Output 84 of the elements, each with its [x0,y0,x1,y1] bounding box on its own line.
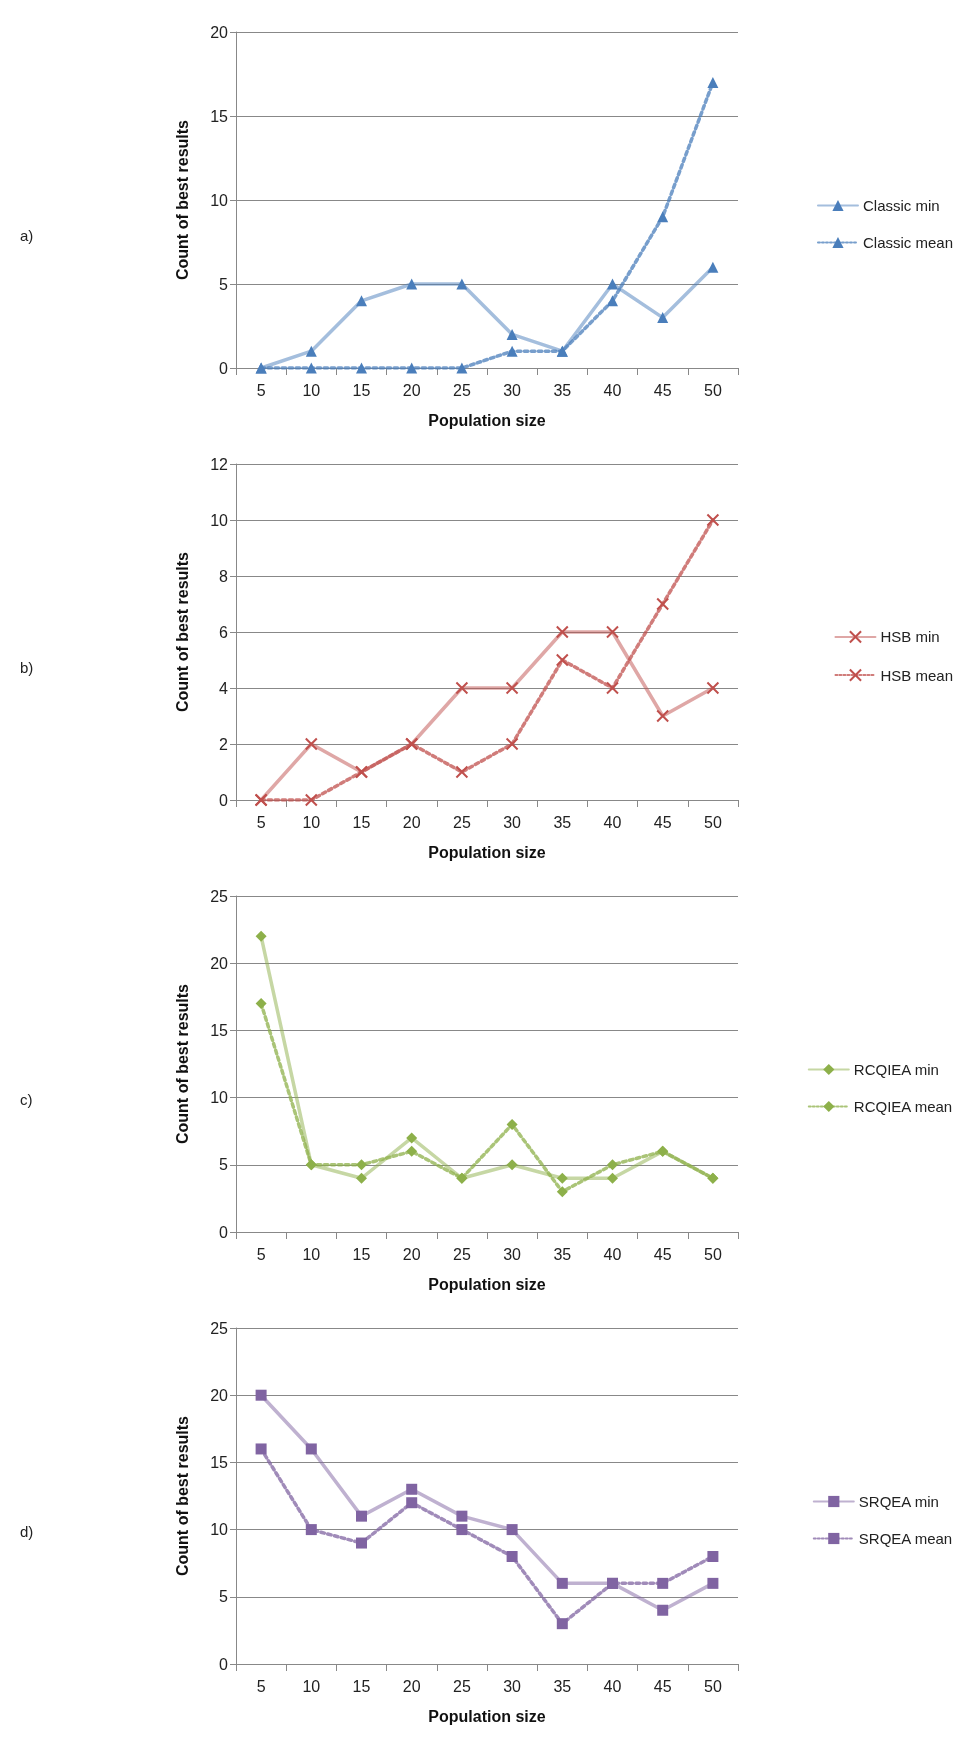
x-tick-label: 35 [553,1677,572,1695]
x-tick-label: 20 [402,381,421,399]
x-tick-label: 5 [256,1677,266,1695]
y-axis-title: Count of best results [173,119,191,281]
x-tick-label: 15 [352,381,371,399]
y-tick-label: 0 [219,791,229,809]
legend-label: RCQIEA mean [853,1098,953,1115]
x-axis-title: Population size [428,411,546,429]
x-tick-label: 30 [503,1245,522,1263]
x-tick-label: 40 [603,1245,622,1263]
x-tick-label: 15 [352,1677,371,1695]
y-tick-label: 20 [210,23,229,41]
x-tick-label: 25 [453,381,471,399]
y-axis-title: Count of best results [173,1415,191,1577]
text: b) [20,659,34,676]
x-tick-label: 15 [352,1245,371,1263]
y-tick-label: 2 [219,735,229,753]
x-tick-label: 45 [653,813,672,831]
text: c) [20,1091,33,1108]
x-tick-label: 35 [553,813,572,831]
x-axis-title: Population size [428,843,546,861]
y-tick-label: 5 [219,1588,229,1606]
x-tick-label: 5 [256,813,266,831]
x-tick-label: 45 [653,1677,672,1695]
x-tick-label: 40 [603,813,622,831]
legend-label: Classic min [862,197,940,214]
x-tick-label: 45 [653,381,672,399]
y-tick-label: 15 [210,107,229,125]
x-tick-label: 50 [704,381,722,399]
y-tick-label: 15 [210,1021,229,1039]
legend-label: HSB mean [880,666,954,684]
text: a) [20,227,34,244]
y-tick-label: 10 [210,191,229,209]
x-tick-label: 50 [704,1677,722,1695]
x-tick-label: 20 [402,1677,421,1695]
y-tick-label: 12 [210,455,229,473]
x-tick-label: 30 [503,813,522,831]
y-axis-title: Count of best results [173,551,191,713]
x-tick-label: 10 [302,1245,321,1263]
x-tick-label: 25 [453,1677,471,1695]
x-tick-label: 45 [653,1245,672,1263]
y-tick-label: 10 [210,1521,229,1539]
x-tick-label: 10 [302,381,321,399]
y-tick-label: 0 [219,1655,229,1673]
x-tick-label: 30 [503,381,522,399]
y-tick-label: 0 [219,359,229,377]
x-tick-label: 25 [453,1245,471,1263]
x-tick-label: 50 [704,1245,722,1263]
legend-label: SRQEA min [858,1493,939,1510]
y-tick-label: 8 [219,567,229,585]
y-axis-title: Count of best results [173,983,191,1145]
y-tick-label: 10 [210,1089,229,1107]
x-tick-label: 40 [603,381,622,399]
x-tick-label: 30 [503,1677,522,1695]
x-tick-label: 35 [553,381,572,399]
x-tick-label: 50 [704,813,722,831]
x-tick-label: 5 [256,1245,266,1263]
x-tick-label: 10 [302,1677,321,1695]
y-tick-label: 4 [219,679,229,697]
x-tick-label: 35 [553,1245,572,1263]
legend-label: HSB min [880,628,940,646]
x-tick-label: 25 [453,813,471,831]
x-tick-label: 20 [402,1245,421,1263]
y-tick-label: 10 [210,511,229,529]
y-tick-label: 5 [219,1156,229,1174]
y-tick-label: 25 [210,887,229,905]
legend-label: SRQEA mean [858,1530,953,1547]
x-tick-label: 5 [256,381,266,399]
y-tick-label: 20 [210,1386,229,1404]
y-tick-label: 6 [219,623,229,641]
x-tick-label: 15 [352,813,371,831]
legend-label: RCQIEA min [853,1061,939,1078]
text: d) [20,1523,34,1540]
y-tick-label: 0 [219,1223,229,1241]
y-tick-label: 20 [210,954,229,972]
legend-label: Classic mean [862,234,953,251]
x-axis-title: Population size [428,1707,546,1725]
y-tick-label: 15 [210,1453,229,1471]
y-tick-label: 5 [219,275,229,293]
x-tick-label: 40 [603,1677,622,1695]
y-tick-label: 25 [210,1319,229,1337]
x-tick-label: 10 [302,813,321,831]
x-tick-label: 20 [402,813,421,831]
x-axis-title: Population size [428,1275,546,1293]
